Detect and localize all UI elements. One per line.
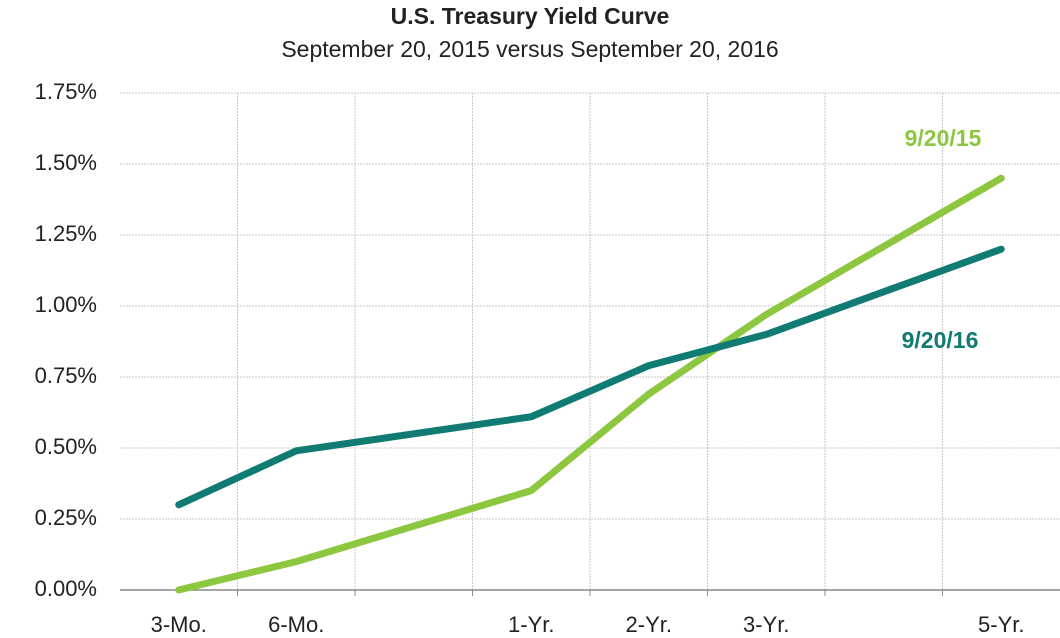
y-tick-label: 0.00% (35, 576, 97, 601)
y-tick-label: 1.75% (35, 79, 97, 104)
series-line (175, 245, 1005, 509)
x-tick-label: 5-Yr. (978, 612, 1024, 637)
x-tick-label: 3-Mo. (151, 612, 207, 637)
x-tick-label: 6-Mo. (268, 612, 324, 637)
chart-subtitle: September 20, 2015 versus September 20, … (281, 36, 778, 62)
series-line (175, 174, 1005, 594)
x-tick-label: 3-Yr. (743, 612, 789, 637)
x-tick-label: 2-Yr. (626, 612, 672, 637)
x-tick-label: 1-Yr. (508, 612, 554, 637)
y-tick-label: 0.25% (35, 505, 97, 530)
y-tick-label: 1.50% (35, 150, 97, 175)
y-tick-label: 1.25% (35, 221, 97, 246)
series-label: 9/20/15 (905, 125, 982, 151)
chart-title: U.S. Treasury Yield Curve (391, 3, 670, 29)
series-label: 9/20/16 (902, 327, 979, 353)
y-tick-label: 0.75% (35, 363, 97, 388)
y-tick-label: 1.00% (35, 292, 97, 317)
y-tick-label: 0.50% (35, 434, 97, 459)
